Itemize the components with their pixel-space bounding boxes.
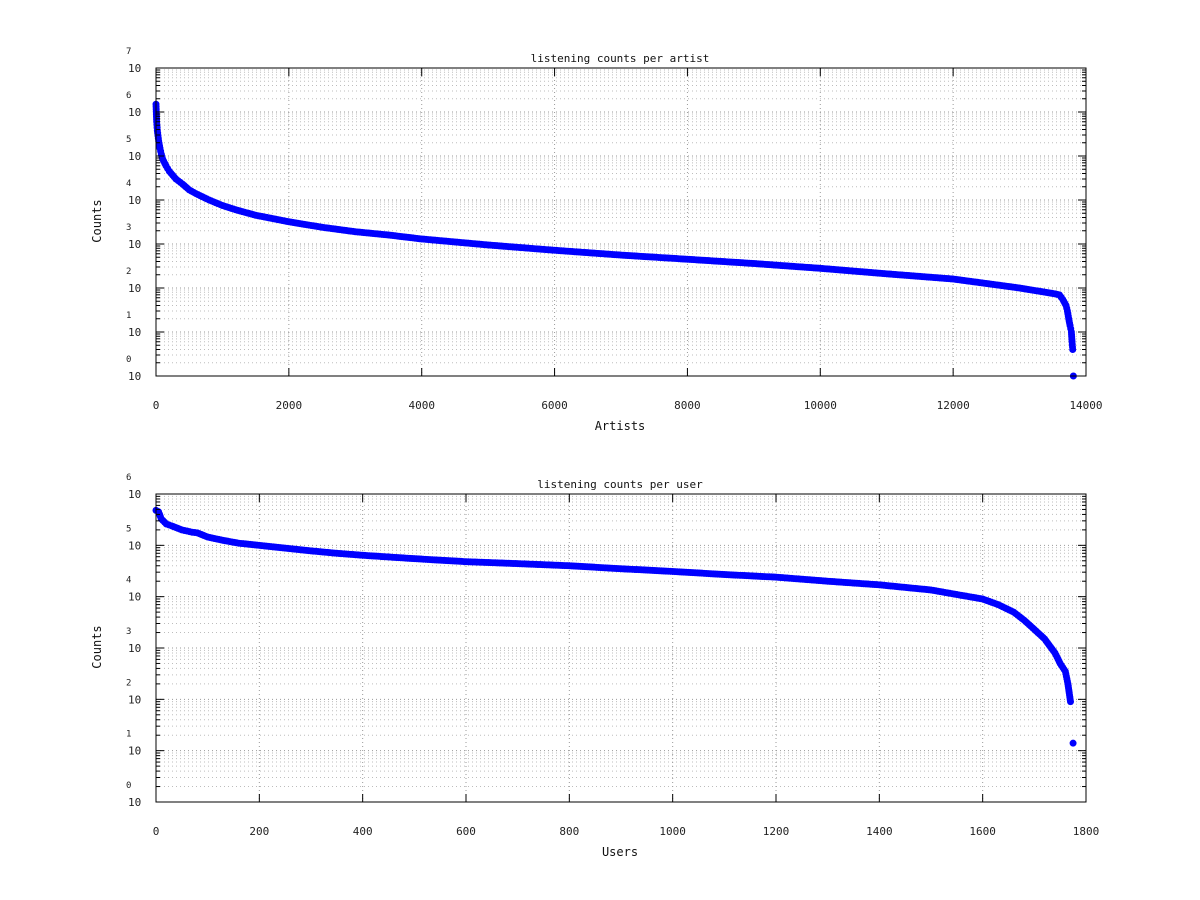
plot-user-ytick-label: 10: [128, 693, 141, 706]
plot-user-xtick-label: 1600: [969, 825, 996, 838]
plot-artist-ytick-exponent: 1: [126, 311, 131, 321]
plot-artist-ylabel: Counts: [90, 199, 104, 242]
plot-user-xtick-label: 200: [249, 825, 269, 838]
plot-artist-xlabel: Artists: [595, 419, 646, 433]
plot-user-ylabel: Counts: [90, 625, 104, 668]
plot-artist-title: listening counts per artist: [531, 52, 710, 65]
plot-user-xtick-label: 1200: [763, 825, 790, 838]
plot-user-ytick-exponent: 3: [126, 627, 131, 637]
plot-artist-ytick-exponent: 5: [126, 135, 131, 145]
plot-artist-ytick-label: 10: [128, 370, 141, 383]
plot-artist: 10 0 10 1 10 2 10 3 10 4 10 5 10 6 10 7 0 2000 4000 6000 800…: [90, 47, 1103, 433]
plot-user-ytick-label: 10: [128, 539, 141, 552]
plot-artist-ytick-label: 10: [128, 326, 141, 339]
plot-artist-xtick-label: 8000: [674, 399, 701, 412]
plot-user-ytick-label: 10: [128, 796, 141, 809]
plot-artist-xtick-label: 12000: [937, 399, 970, 412]
plot-user-xtick-label: 1800: [1073, 825, 1100, 838]
plot-user-xtick-label: 600: [456, 825, 476, 838]
plot-artist-ytick-label: 10: [128, 282, 141, 295]
plot-user-xtick-label: 1000: [659, 825, 686, 838]
plot-artist-xtick-label: 14000: [1069, 399, 1102, 412]
plot-artist-ytick-label: 10: [128, 62, 141, 75]
plot-user-ytick-label: 10: [128, 642, 141, 655]
plot-artist-data-point: [1069, 346, 1077, 354]
plot-artist-grid: [155, 67, 1087, 377]
plot-user-ytick-exponent: 0: [126, 781, 131, 791]
plot-artist-ytick-label: 10: [128, 106, 141, 119]
plot-user-points: [152, 506, 1077, 747]
plot-user-data-point: [1067, 698, 1074, 706]
plot-user-ytick-exponent: 5: [126, 524, 131, 534]
plot-user-axes: 10 0 10 1 10 2 10 3 10 4 10 5 10 6 0 200 400 600 800 1000 12…: [126, 473, 1099, 838]
plot-artist-axes: 10 0 10 1 10 2 10 3 10 4 10 5 10 6 10 7 0 2000 4000 6000 800…: [126, 47, 1103, 412]
plot-artist-axes-box: [155, 67, 1087, 377]
plot-artist-ytick-exponent: 6: [126, 91, 131, 101]
plot-user-xtick-label: 1400: [866, 825, 893, 838]
plot-user-ytick-exponent: 6: [126, 473, 131, 483]
plot-user-xlabel: Users: [602, 845, 638, 859]
plot-user-xtick-label: 800: [559, 825, 579, 838]
plot-user-grid: [155, 493, 1087, 803]
plot-artist-ytick-label: 10: [128, 194, 141, 207]
plot-user-xtick-label: 0: [153, 825, 160, 838]
plot-user-xtick-label: 400: [353, 825, 373, 838]
plot-artist-ytick-exponent: 3: [126, 223, 131, 233]
plot-user-ytick-exponent: 1: [126, 730, 131, 740]
plot-artist-ytick-exponent: 0: [126, 355, 131, 365]
plot-user-ytick-exponent: 4: [126, 576, 131, 586]
plot-artist-ytick-exponent: 4: [126, 179, 131, 189]
plot-user: 10 0 10 1 10 2 10 3 10 4 10 5 10 6 0 200 400 600 800 1000 12…: [90, 473, 1099, 859]
plot-user-ytick-label: 10: [128, 488, 141, 501]
plot-artist-ytick-exponent: 7: [126, 47, 131, 57]
plot-user-title: listening counts per user: [537, 478, 703, 491]
plot-artist-xtick-label: 2000: [276, 399, 303, 412]
plot-artist-ytick-label: 10: [128, 238, 141, 251]
plot-artist-xtick-label: 10000: [804, 399, 837, 412]
plot-artist-ytick-label: 10: [128, 150, 141, 163]
plot-user-ytick-label: 10: [128, 745, 141, 758]
plot-artist-xtick-label: 0: [153, 399, 160, 412]
plot-artist-points: [152, 100, 1077, 380]
plot-artist-ytick-exponent: 2: [126, 267, 131, 277]
plot-user-data-point: [1069, 739, 1077, 747]
plot-artist-xtick-label: 6000: [541, 399, 568, 412]
plot-user-axes-box: [155, 493, 1087, 803]
plot-artist-xtick-label: 4000: [408, 399, 435, 412]
plot-user-ytick-label: 10: [128, 591, 141, 604]
plot-user-ytick-exponent: 2: [126, 678, 131, 688]
